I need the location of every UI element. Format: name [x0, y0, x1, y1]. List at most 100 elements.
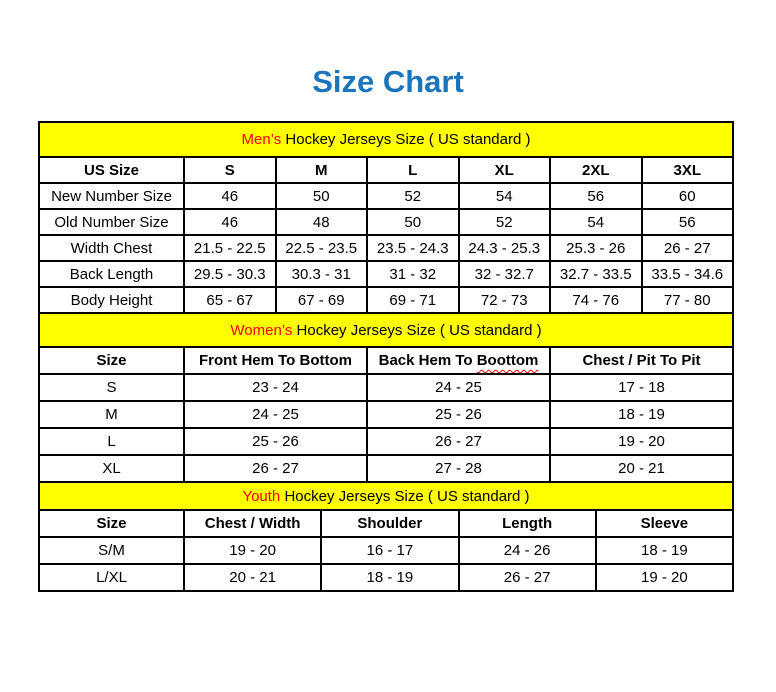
column-header: Sleeve: [594, 509, 735, 538]
size-value: 33.5 - 34.6: [640, 260, 734, 288]
column-header-row: US Size S M L XL 2XL 3XL: [38, 156, 734, 184]
size-value: 25.3 - 26: [549, 234, 643, 262]
row-label: Old Number Size: [38, 208, 185, 236]
table-row: Old Number Size 46 48 50 52 54 56: [38, 208, 734, 236]
column-header-row: Size Chest / Width Shoulder Length Sleeve: [38, 509, 735, 538]
table-row: M 24 - 25 25 - 26 18 - 19: [38, 400, 734, 429]
size-value: 17 - 18: [549, 373, 734, 402]
section-name-highlight: Men’s: [241, 131, 282, 148]
youth-size-table: Youth Hockey Jerseys Size ( US standard …: [38, 481, 735, 592]
row-label: S: [38, 373, 185, 402]
size-value: 77 - 80: [640, 286, 734, 314]
column-header: Front Hem To Bottom: [183, 346, 368, 375]
column-header: US Size: [38, 156, 185, 184]
size-value: 22.5 - 23.5: [274, 234, 368, 262]
size-value: 50: [274, 182, 368, 210]
size-value: 24 - 25: [366, 373, 551, 402]
womens-section-band: Women’s Hockey Jerseys Size ( US standar…: [38, 312, 734, 348]
column-header: 2XL: [549, 156, 643, 184]
size-value: 56: [549, 182, 643, 210]
row-label: S/M: [38, 536, 185, 565]
size-value: 32.7 - 33.5: [549, 260, 643, 288]
size-value: 46: [183, 182, 277, 210]
section-name-highlight: Women’s: [230, 321, 293, 339]
size-value: 18 - 19: [549, 400, 734, 429]
table-row: S/M 19 - 20 16 - 17 24 - 26 18 - 19: [38, 536, 735, 565]
column-header: L: [366, 156, 460, 184]
table-row: L/XL 20 - 21 18 - 19 26 - 27 19 - 20: [38, 563, 735, 592]
size-value: 23 - 24: [183, 373, 368, 402]
size-value: 69 - 71: [366, 286, 460, 314]
row-label: Back Length: [38, 260, 185, 288]
size-value: 19 - 20: [182, 536, 323, 565]
column-header: 3XL: [640, 156, 734, 184]
size-value: 56: [640, 208, 734, 236]
table-row: New Number Size 46 50 52 54 56 60: [38, 182, 734, 210]
size-value: 32 - 32.7: [457, 260, 551, 288]
size-value: 54: [457, 182, 551, 210]
section-name-highlight: Youth: [242, 487, 281, 505]
column-header: Size: [38, 509, 185, 538]
column-header: S: [183, 156, 277, 184]
size-value: 50: [366, 208, 460, 236]
section-name-rest: Hockey Jerseys Size ( US standard ): [280, 487, 530, 505]
mens-section-band: Men’s Hockey Jerseys Size ( US standard …: [38, 121, 734, 158]
size-value: 31 - 32: [366, 260, 460, 288]
table-row: XL 26 - 27 27 - 28 20 - 21: [38, 454, 734, 483]
section-name-rest: Hockey Jerseys Size ( US standard ): [281, 131, 531, 148]
size-value: 19 - 20: [549, 427, 734, 456]
row-label: Width Chest: [38, 234, 185, 262]
row-label: L/XL: [38, 563, 185, 592]
table-row: L 25 - 26 26 - 27 19 - 20: [38, 427, 734, 456]
size-chart: Men’s Hockey Jerseys Size ( US standard …: [38, 121, 735, 592]
row-label: XL: [38, 454, 185, 483]
column-header: Chest / Width: [182, 509, 323, 538]
size-value: 18 - 19: [594, 536, 735, 565]
size-value: 26 - 27: [366, 427, 551, 456]
size-value: 26 - 27: [640, 234, 734, 262]
row-label: M: [38, 400, 185, 429]
column-header: Length: [457, 509, 597, 538]
size-value: 54: [549, 208, 643, 236]
size-value: 24 - 26: [457, 536, 597, 565]
size-value: 67 - 69: [274, 286, 368, 314]
size-value: 20 - 21: [549, 454, 734, 483]
column-header: Back Hem To Boottom: [366, 346, 551, 375]
size-value: 19 - 20: [594, 563, 735, 592]
size-value: 20 - 21: [182, 563, 323, 592]
size-value: 25 - 26: [183, 427, 368, 456]
section-name-rest: Hockey Jerseys Size ( US standard ): [292, 321, 542, 339]
page-title: Size Chart: [312, 64, 464, 99]
size-value: 30.3 - 31: [274, 260, 368, 288]
row-label: Body Height: [38, 286, 185, 314]
table-row: Back Length 29.5 - 30.3 30.3 - 31 31 - 32 32…: [38, 260, 734, 288]
size-value: 26 - 27: [457, 563, 597, 592]
womens-size-table: Women’s Hockey Jerseys Size ( US standar…: [38, 312, 734, 483]
youth-section-band: Youth Hockey Jerseys Size ( US standard …: [38, 481, 734, 511]
size-value: 46: [183, 208, 277, 236]
womens-section-header: Women’s Hockey Jerseys Size ( US standar…: [38, 312, 734, 348]
size-value: 29.5 - 30.3: [183, 260, 277, 288]
size-value: 21.5 - 22.5: [183, 234, 277, 262]
row-label: L: [38, 427, 185, 456]
size-value: 26 - 27: [183, 454, 368, 483]
column-header: M: [274, 156, 368, 184]
size-value: 24.3 - 25.3: [457, 234, 551, 262]
size-value: 25 - 26: [366, 400, 551, 429]
table-row: Width Chest 21.5 - 22.5 22.5 - 23.5 23.5 - …: [38, 234, 734, 262]
column-header: Size: [38, 346, 185, 375]
size-value: 52: [457, 208, 551, 236]
size-value: 16 - 17: [320, 536, 460, 565]
size-value: 48: [274, 208, 368, 236]
size-value: 72 - 73: [457, 286, 551, 314]
size-value: 74 - 76: [549, 286, 643, 314]
table-row: Body Height 65 - 67 67 - 69 69 - 71 72 - 73 7…: [38, 286, 734, 314]
column-header: XL: [457, 156, 551, 184]
size-value: 52: [366, 182, 460, 210]
column-header-row: Size Front Hem To Bottom Back Hem To Boott…: [38, 346, 734, 375]
size-value: 18 - 19: [320, 563, 460, 592]
size-value: 27 - 28: [366, 454, 551, 483]
mens-section-header: Men’s Hockey Jerseys Size ( US standard …: [38, 121, 734, 158]
size-value: 23.5 - 24.3: [366, 234, 460, 262]
size-value: 24 - 25: [183, 400, 368, 429]
